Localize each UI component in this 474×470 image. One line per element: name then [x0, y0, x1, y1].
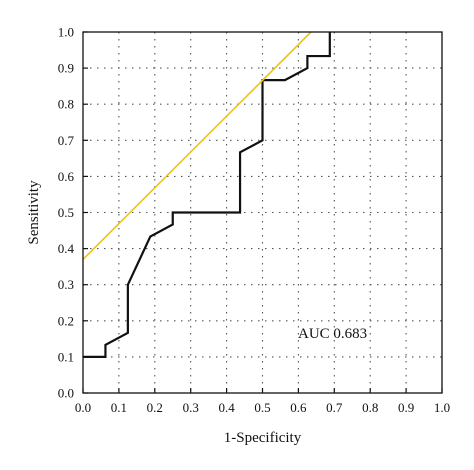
series-layer	[82, 31, 331, 358]
x-tick-label: 0.7	[326, 400, 343, 415]
y-tick-label: 0.9	[58, 61, 74, 76]
y-tick-label: 0.1	[58, 349, 74, 364]
y-tick-label: 0.2	[58, 313, 74, 328]
x-tick-label: 0.1	[111, 400, 127, 415]
x-tick-label: 0.2	[147, 400, 163, 415]
x-axis-label: 1-Specificity	[224, 430, 302, 446]
x-tick-label: 0.8	[362, 400, 378, 415]
y-tick-label: 0.0	[58, 386, 74, 401]
tick-labels: 0.0 0.1 0.2 0.3 0.4 0.5 0.6 0.7 0.8 0.9 1.0 0.0 0.1 0…	[58, 25, 450, 416]
plot-frame	[82, 31, 443, 394]
auc-annotation: AUC 0.683	[298, 326, 367, 342]
y-tick-label: 0.5	[58, 205, 74, 220]
x-tick-label: 0.6	[290, 400, 307, 415]
x-tick-label: 0.0	[75, 400, 91, 415]
x-tick-label: 0.3	[183, 400, 199, 415]
y-tick-label: 0.4	[58, 241, 75, 256]
y-axis-label: Sensitivity	[26, 180, 42, 245]
y-tick-label: 1.0	[58, 25, 74, 40]
x-tick-label: 0.5	[254, 400, 270, 415]
x-tick-label: 0.9	[398, 400, 414, 415]
y-tick-label: 0.7	[58, 133, 75, 148]
tangent-line	[82, 31, 312, 260]
x-tick-label: 0.4	[218, 400, 235, 415]
y-tick-label: 0.3	[58, 277, 74, 292]
y-tick-label: 0.6	[58, 169, 75, 184]
roc-curve	[83, 32, 331, 358]
y-tick-label: 0.8	[58, 97, 74, 112]
x-tick-label: 1.0	[434, 400, 450, 415]
